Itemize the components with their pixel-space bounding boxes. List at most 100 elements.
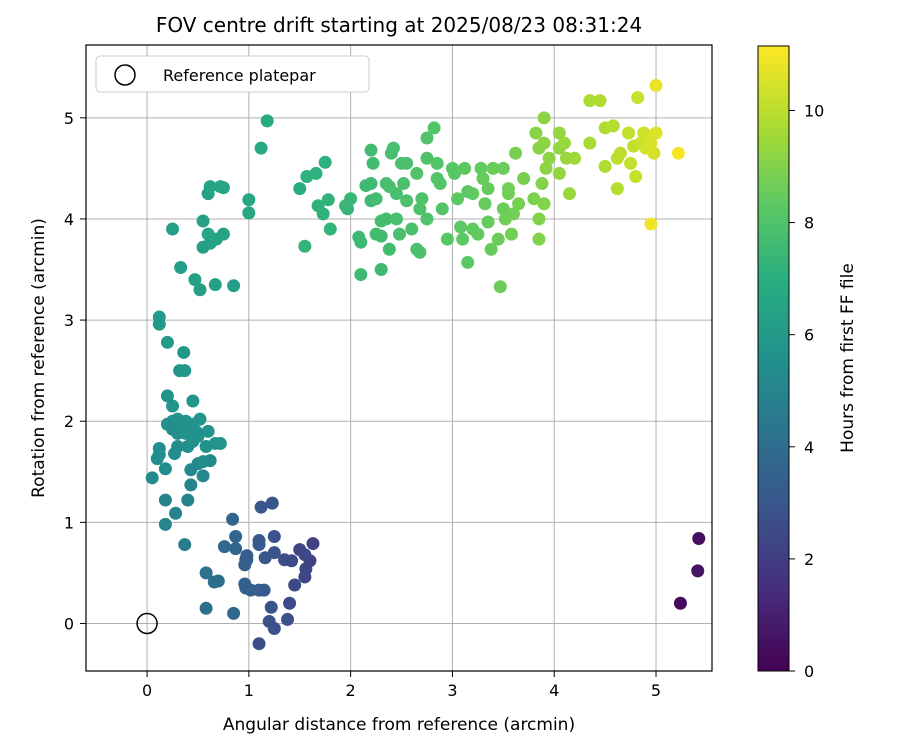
colorbar-tick-label: 6 — [804, 326, 814, 345]
data-point — [152, 442, 166, 456]
data-point — [160, 417, 174, 431]
data-point — [281, 612, 295, 626]
data-point — [184, 478, 198, 492]
data-point — [208, 278, 222, 292]
data-point — [227, 279, 241, 293]
data-point — [386, 141, 400, 155]
data-point — [435, 202, 449, 216]
data-point — [622, 126, 636, 140]
data-point — [229, 542, 243, 556]
data-point — [535, 177, 549, 191]
data-point — [258, 551, 272, 565]
x-tick-label: 5 — [651, 681, 661, 700]
data-point — [265, 496, 279, 510]
data-point — [542, 151, 556, 165]
data-point — [451, 192, 465, 206]
colorbar-tick-label: 4 — [804, 438, 814, 457]
data-point — [177, 345, 191, 359]
data-point — [624, 156, 638, 170]
data-point — [537, 136, 551, 150]
y-axis-ticks: 0 1 2 3 4 5 — [64, 109, 86, 633]
data-point — [227, 606, 241, 620]
data-point — [379, 212, 393, 226]
data-point — [568, 151, 582, 165]
data-point — [242, 206, 256, 220]
data-point — [229, 529, 243, 543]
colorbar-ticks: 0 2 4 6 8 10 — [789, 101, 824, 681]
data-point — [405, 222, 419, 236]
legend: Reference platepar — [95, 55, 370, 93]
data-point — [486, 161, 500, 175]
plot-frame — [85, 44, 713, 672]
data-point — [181, 493, 195, 507]
data-point — [673, 596, 687, 610]
data-point — [629, 169, 643, 183]
x-axis-label: Angular distance from reference (arcmin) — [223, 715, 575, 735]
data-point — [481, 182, 495, 196]
gridlines — [86, 45, 712, 671]
data-point — [691, 564, 705, 578]
data-point — [478, 197, 492, 211]
colorbar-gradient — [757, 45, 790, 672]
data-point — [476, 171, 490, 185]
data-point — [145, 471, 159, 485]
data-point — [316, 207, 330, 221]
data-point — [610, 182, 624, 196]
data-point — [393, 227, 407, 241]
colorbar-tick-label: 8 — [804, 214, 814, 233]
data-point — [420, 131, 434, 145]
data-point — [647, 146, 661, 160]
chart-title: FOV centre drift starting at 2025/08/23 … — [156, 13, 642, 37]
data-point — [501, 182, 515, 196]
data-point — [692, 532, 706, 546]
data-point — [507, 207, 521, 221]
data-point — [410, 166, 424, 180]
data-point — [364, 143, 378, 157]
data-point — [267, 529, 281, 543]
data-point — [257, 583, 271, 597]
data-point — [631, 91, 645, 105]
colorbar-tick-label: 10 — [804, 101, 824, 120]
x-tick-label: 2 — [346, 681, 356, 700]
data-point — [458, 161, 472, 175]
x-tick-label: 0 — [142, 681, 152, 700]
data-point — [193, 283, 207, 297]
data-point — [267, 622, 281, 636]
data-point — [323, 222, 337, 236]
data-point — [364, 177, 378, 191]
data-point — [504, 227, 518, 241]
data-point — [374, 229, 388, 243]
data-point — [481, 215, 495, 229]
data-point — [166, 222, 180, 236]
data-point — [252, 637, 266, 651]
data-point — [321, 193, 335, 207]
y-tick-label: 4 — [64, 210, 74, 229]
data-point — [671, 146, 685, 160]
colorbar-tick-label: 2 — [804, 550, 814, 569]
data-point — [400, 194, 414, 208]
data-point — [186, 394, 200, 408]
data-point — [160, 335, 174, 349]
data-point — [158, 517, 172, 531]
y-tick-label: 5 — [64, 109, 74, 128]
colorbar: 0 2 4 6 8 10 Hours from first FF file — [757, 45, 858, 681]
data-point — [160, 389, 174, 403]
y-tick-label: 2 — [64, 412, 74, 431]
data-point — [461, 255, 475, 269]
data-point — [583, 94, 597, 108]
legend-box — [95, 55, 370, 93]
data-point — [593, 94, 607, 108]
data-point — [288, 578, 302, 592]
data-point — [537, 111, 551, 125]
colorbar-label: Hours from first FF file — [838, 263, 858, 453]
data-point — [264, 600, 278, 614]
data-point — [207, 575, 221, 589]
data-point — [493, 280, 507, 294]
data-point — [529, 126, 543, 140]
data-point — [539, 161, 553, 175]
data-point — [196, 455, 210, 469]
data-point — [552, 126, 566, 140]
data-point — [389, 212, 403, 226]
data-point — [254, 141, 268, 155]
data-point — [201, 227, 215, 241]
